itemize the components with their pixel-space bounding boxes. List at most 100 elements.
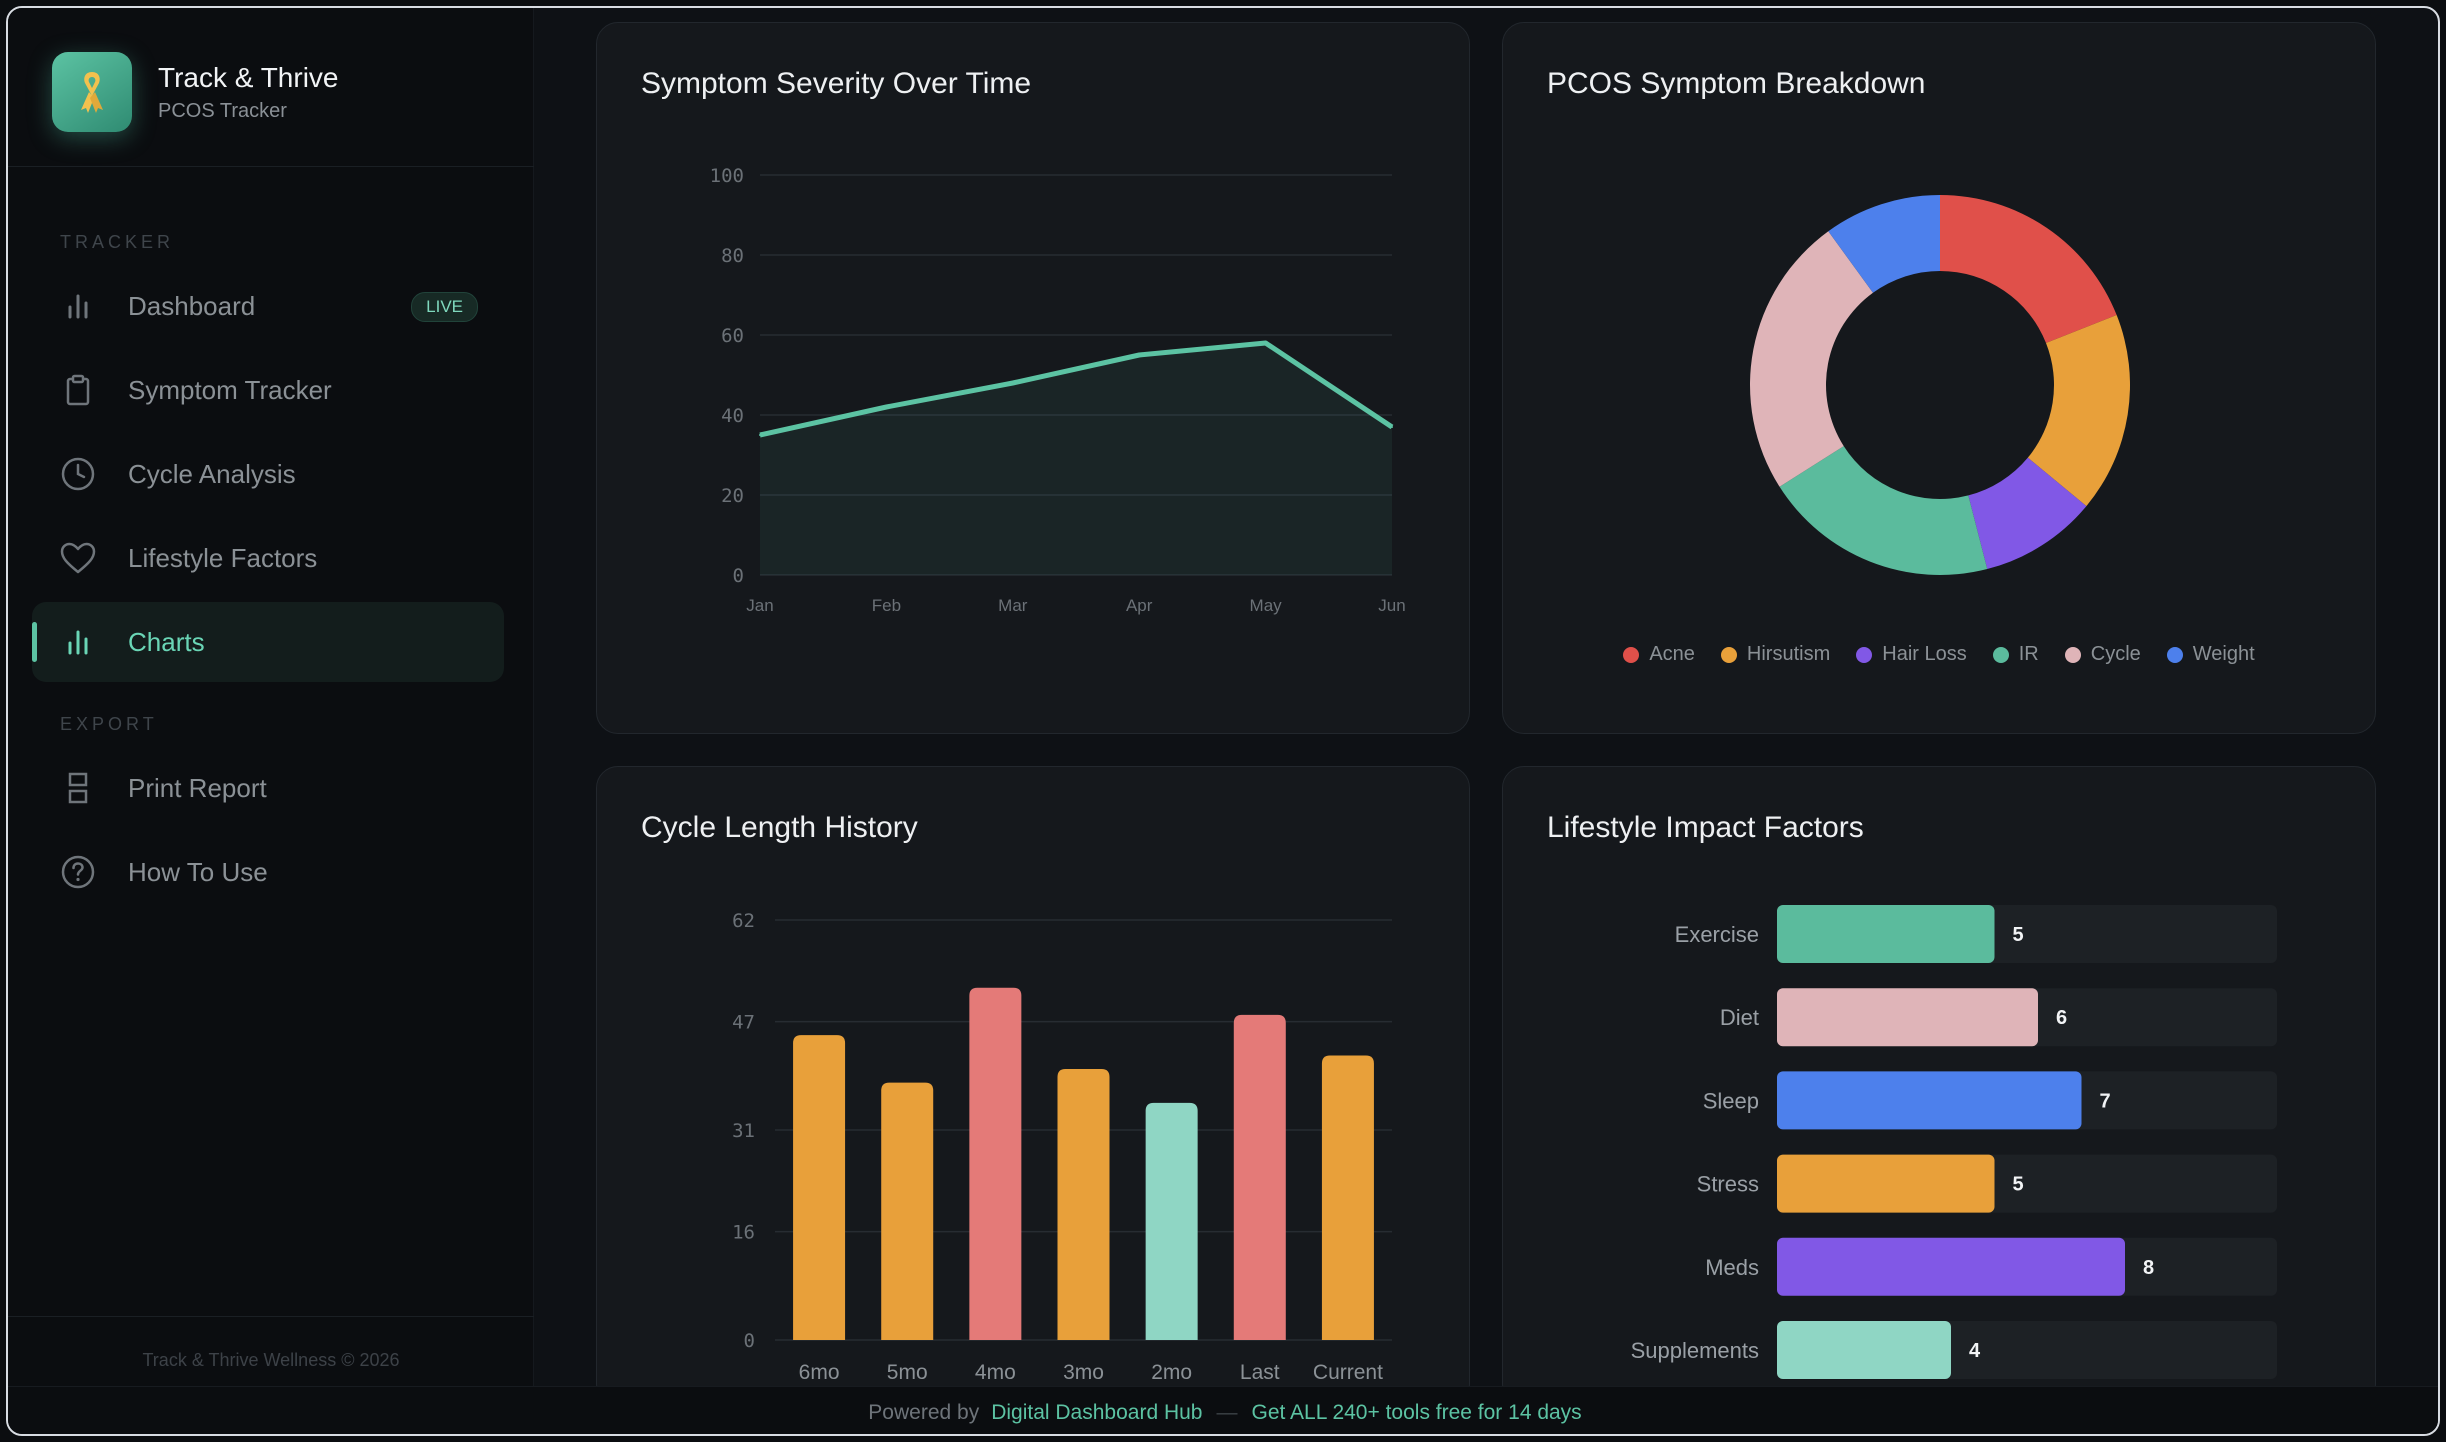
data-point [1138, 354, 1141, 356]
sidebar-item-label: Lifestyle Factors [128, 542, 318, 573]
sidebar-item-lifestyle-factors[interactable]: Lifestyle Factors [32, 518, 504, 598]
bar [1777, 905, 1995, 963]
chart-card-lifestyle-impact: Lifestyle Impact Factors Exercise 5 Diet 6 S… [1502, 766, 2376, 1406]
bar-label: Stress [1697, 1172, 1759, 1197]
x-tick-label: 4mo [975, 1361, 1016, 1384]
legend-swatch [1856, 646, 1873, 663]
x-tick-label: Feb [872, 596, 901, 615]
x-tick-label: 3mo [1063, 1361, 1104, 1384]
legend-item[interactable]: Hair Loss [1856, 643, 1967, 666]
y-tick-label: 80 [721, 245, 744, 267]
live-badge: LIVE [411, 292, 478, 322]
x-tick-label: 6mo [799, 1361, 840, 1384]
y-tick-label: 20 [721, 485, 744, 507]
chart-title: Cycle Length History [641, 811, 918, 844]
pie-slice [1750, 231, 1873, 487]
clock-icon [58, 454, 98, 494]
bar-label: Exercise [1675, 922, 1759, 947]
app-window: Track & Thrive PCOS Tracker TRACKER Dash… [6, 6, 2440, 1436]
section-label-export: EXPORT [60, 714, 158, 734]
legend-label: Hair Loss [1882, 643, 1967, 665]
y-tick-label: 100 [710, 165, 744, 187]
bar-label: Supplements [1631, 1338, 1759, 1363]
sidebar-item-cycle-analysis[interactable]: Cycle Analysis [32, 434, 504, 514]
data-label: 8 [2143, 1257, 2154, 1279]
sidebar-footer: Track & Thrive Wellness © 2026 [142, 1350, 400, 1370]
sidebar-item-label: Dashboard [128, 290, 256, 321]
legend-label: Hirsutism [1746, 643, 1831, 665]
legend-label: Cycle [2090, 643, 2141, 665]
pie-slice [1779, 446, 1988, 575]
legend-item[interactable]: Cycle [2064, 643, 2141, 666]
chart-title: Symptom Severity Over Time [641, 67, 1032, 100]
help-circle-icon [58, 852, 98, 892]
data-point [1264, 342, 1267, 344]
sidebar-item-how-to-use[interactable]: How To Use [32, 832, 504, 912]
powered-by-text: Powered by [868, 1400, 980, 1424]
sidebar-item-charts[interactable]: Charts [32, 602, 504, 682]
clipboard-icon [58, 370, 98, 410]
legend-item[interactable]: Acne [1623, 643, 1695, 666]
y-tick-label: 0 [733, 565, 744, 587]
brand-link[interactable]: Digital Dashboard Hub [991, 1400, 1203, 1424]
promo-link[interactable]: Get ALL 240+ tools free for 14 days [1251, 1400, 1582, 1424]
bar-label: Diet [1720, 1005, 1759, 1030]
bar [1777, 1321, 1951, 1379]
chart-legend: Acne Hirsutism Hair Loss IR Cycle Weight [1503, 643, 2375, 666]
x-tick-label: Last [1240, 1361, 1280, 1384]
data-point [1011, 382, 1014, 384]
x-tick-label: 2mo [1151, 1361, 1192, 1384]
bar [1777, 1237, 2125, 1296]
legend-item[interactable]: IR [1992, 643, 2039, 666]
chart-title: Lifestyle Impact Factors [1547, 811, 1864, 844]
pie-slice [1828, 195, 1940, 293]
brand[interactable]: Track & Thrive PCOS Tracker [52, 52, 338, 132]
pie-slice [1968, 457, 2087, 570]
legend-item[interactable]: Hirsutism [1720, 643, 1831, 666]
bar [1777, 1071, 2082, 1130]
separator: — [1216, 1400, 1238, 1424]
sidebar-item-symptom-tracker[interactable]: Symptom Tracker [32, 350, 504, 430]
sidebar-item-label: How To Use [128, 856, 268, 887]
y-tick-label: 47 [732, 1012, 755, 1034]
chart-title: PCOS Symptom Breakdown [1547, 67, 1926, 100]
data-label: 5 [2013, 924, 2024, 946]
sidebar-item-label: Charts [128, 626, 205, 657]
chart-card-symptom-severity: Symptom Severity Over Time 0 20 40 60 80 100 J… [596, 22, 1470, 734]
series-line [759, 340, 1394, 438]
x-tick-label: Apr [1126, 596, 1153, 615]
bar-chart: 0 16 31 47 62 6mo 5mo 4mo 3mo 2mo Last Current [732, 910, 1392, 1384]
legend-swatch [2064, 646, 2081, 663]
y-tick-label: 62 [732, 910, 755, 932]
x-tick-label: 5mo [887, 1361, 928, 1384]
sidebar-item-dashboard[interactable]: Dashboard LIVE [32, 266, 504, 346]
legend-item[interactable]: Weight [2166, 643, 2255, 666]
bar [1057, 1069, 1110, 1340]
legend-swatch [1992, 646, 2009, 663]
x-tick-label: Current [1313, 1361, 1383, 1384]
line-chart: 0 20 40 60 80 100 Jan Feb Mar Apr May Jun [710, 165, 1406, 615]
legend-swatch [2166, 646, 2183, 663]
legend-swatch [1720, 646, 1737, 663]
bar-chart-icon [58, 286, 98, 326]
x-tick-label: Mar [998, 596, 1028, 615]
divider [8, 166, 534, 167]
bar-label: Sleep [1703, 1088, 1759, 1113]
bar-label: Meds [1705, 1255, 1759, 1280]
sidebar: Track & Thrive PCOS Tracker TRACKER Dash… [8, 8, 534, 1386]
legend-label: Weight [2192, 643, 2255, 665]
y-tick-label: 40 [721, 405, 744, 427]
donut-chart [1750, 194, 2131, 575]
section-label-tracker: TRACKER [60, 232, 175, 252]
brand-subtitle: PCOS Tracker [158, 99, 287, 122]
data-point [1391, 426, 1393, 428]
chart-card-cycle-length: Cycle Length History 0 16 31 47 62 6mo 5mo 4mo 3… [596, 766, 1470, 1406]
data-label: 5 [2013, 1174, 2024, 1196]
sidebar-item-print-report[interactable]: Print Report [32, 748, 504, 828]
bar [1321, 1055, 1374, 1340]
horizontal-bar-chart: Exercise 5 Diet 6 Sleep 7 Stress 5 Meds 8 Suppleme… [1631, 905, 2277, 1379]
data-point [759, 434, 761, 436]
chart-card-symptom-breakdown: PCOS Symptom Breakdown Acne Hirsutism Hair… [1502, 22, 2376, 734]
bar [1233, 1014, 1286, 1340]
bar [881, 1082, 934, 1340]
